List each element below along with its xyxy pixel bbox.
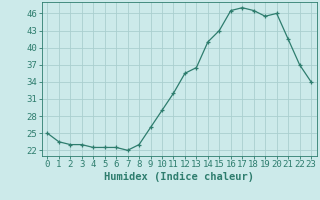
X-axis label: Humidex (Indice chaleur): Humidex (Indice chaleur) xyxy=(104,172,254,182)
